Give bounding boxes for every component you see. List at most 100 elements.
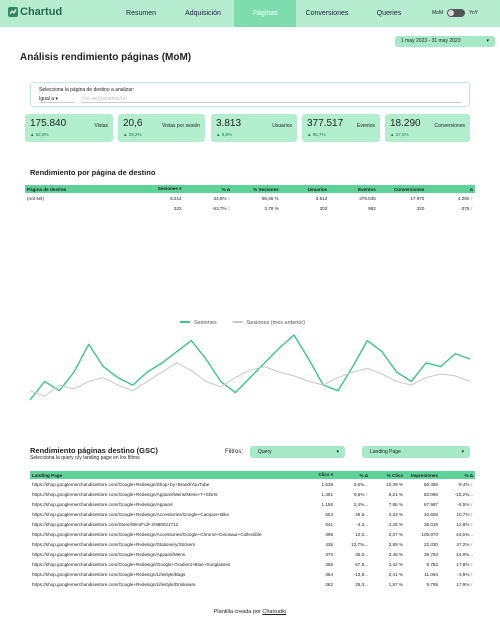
table-cell: 2,42 % — [388, 561, 403, 567]
column-header[interactable]: Eventos — [329, 185, 378, 193]
column-header[interactable]: Clics ▾ — [300, 471, 335, 479]
filter-operator[interactable]: Igual a ▾ — [39, 96, 75, 103]
table-cell: (not set) — [27, 195, 44, 201]
logo[interactable]: Chartud — [8, 6, 62, 18]
column-header[interactable]: Impresiones — [405, 471, 440, 479]
table-cell: https://shop.googlemerchandisestore.com/… — [32, 491, 218, 497]
table-cell: 96,45 % — [261, 195, 279, 201]
table-cell: 12,7%... — [351, 541, 368, 547]
kpi-change: ▲ 29,2% — [123, 132, 142, 137]
nav-item[interactable]: Queries — [376, 10, 402, 17]
section-subtitle: Selecciona la query o/y landing page en … — [30, 455, 140, 461]
dropdown-text: Query — [258, 449, 272, 455]
table-row: https://shop.googlemerchandisestore.com/… — [30, 479, 475, 489]
toggle-right: YoY — [469, 10, 479, 16]
table-cell: 5.782 — [426, 561, 439, 567]
table-cell: 982 — [368, 205, 376, 211]
table-cell: 35,0... — [355, 551, 368, 557]
table-wrap: Página de destino Sesiones ▾% Δ% Sesiones… — [25, 185, 475, 213]
table-cell: 364 — [325, 571, 333, 577]
table-cell: 12,8% ↑ — [456, 521, 473, 527]
switch[interactable] — [447, 9, 466, 17]
kpi-value: 20,6 — [123, 118, 143, 129]
table-cell: 4.260 ↑ — [457, 195, 473, 201]
column-header[interactable]: % Δ — [440, 471, 475, 479]
column-header[interactable]: Sesiones ▾ — [135, 185, 184, 193]
table-row: https://shop.googlemerchandisestore.com/… — [30, 519, 475, 529]
table-cell: 24,8%... — [456, 551, 473, 557]
kpi-value: 175.840 — [30, 118, 67, 129]
table-cell: https://shop.googlemerchandisestore.com/… — [32, 551, 186, 557]
nav-item[interactable]: Páginas — [234, 0, 296, 27]
column-header[interactable]: % Δ — [335, 471, 370, 479]
toggle-left: MoM — [432, 10, 444, 16]
kpi-label: Vistas — [94, 123, 108, 129]
kpi-card: 175.840 ▲ 62,6% Vistas — [25, 114, 113, 142]
kpi-card: 20,6 ▲ 29,2% Vistas por sesión — [118, 114, 205, 142]
table-cell: 2,41 % — [388, 571, 403, 577]
column-header: Página de destino — [25, 185, 135, 193]
dropdown-text: Landing Page — [370, 449, 401, 455]
table-cell: https://shop.googlemerchandisestore.com/… — [32, 561, 231, 567]
column-header[interactable]: Usuarios — [280, 185, 330, 193]
table-cell: 10.608 — [423, 511, 438, 517]
kpi-change: ▲ 85,7% — [307, 132, 326, 137]
filter-label: Selecciona la página de destino a analiz… — [39, 87, 135, 93]
footer-link[interactable]: Chartudio — [262, 609, 287, 615]
table-cell: https://shop.googlemerchandisestore.com/… — [32, 581, 196, 587]
table-cell: -9,4% ↑ — [457, 481, 473, 487]
kpi-label: Usuarios — [272, 123, 292, 129]
table-row: https://shop.googlemerchandisestore.com/… — [30, 529, 475, 539]
gsc-table: Landing Page Clics ▾% Δ% Clics Impresiones… — [30, 471, 475, 589]
table-cell: 654 — [325, 511, 333, 517]
series-line — [29, 362, 471, 397]
caret: ▾ — [486, 38, 489, 44]
table-cell: 4,28 % — [388, 521, 403, 527]
table-cell: -13,8... — [353, 571, 368, 577]
table-row: https://shop.googlemerchandisestore.com/… — [30, 489, 475, 499]
table-cell: 39.763 — [423, 551, 438, 557]
kpi-change: ▲ 8,8% — [216, 132, 232, 137]
table-cell: 25,3... — [355, 581, 368, 587]
caret: ▾ — [336, 449, 339, 455]
column-header[interactable]: % Sesiones — [232, 185, 281, 193]
table-cell: 44,5%... — [456, 531, 473, 537]
filter-input[interactable]: (not set)/usuarios/url — [81, 96, 461, 103]
table-row: https://shop.googlemerchandisestore.com/… — [30, 549, 475, 559]
table-cell: 105.070 — [421, 531, 438, 537]
footer: Plantilla creada por Chartudio — [0, 609, 500, 615]
date-range[interactable]: 1 may 2023 - 31 may 2023 ▾ — [395, 36, 495, 47]
nav-item[interactable]: Conversiones — [305, 10, 349, 17]
filter-box: Selecciona la página de destino a analiz… — [30, 82, 470, 107]
table-cell: 60.358 — [423, 481, 438, 487]
header: Chartud Resumen Adquisición Páginas Convers… — [0, 0, 500, 27]
landing-filter[interactable]: Landing Page ▾ — [362, 446, 470, 458]
series-line — [29, 334, 471, 401]
kpi-card: 3.813 ▲ 8,8% Usuarios — [211, 114, 297, 142]
section-title: Rendimiento por página de destino — [30, 168, 156, 177]
table-cell: 9,21 % — [388, 491, 403, 497]
column-header[interactable]: Δ — [426, 185, 475, 193]
table-row: https://shop.googlemerchandisestore.com/… — [30, 569, 475, 579]
table-cell: 67.987 — [423, 501, 438, 507]
section-title: Rendimiento páginas destino (GSC) — [30, 446, 158, 455]
toggle[interactable]: MoM YoY — [432, 9, 478, 17]
legend-label: Sesiones (mes anterior) — [247, 320, 306, 326]
nav-item[interactable]: Resumen — [126, 10, 156, 17]
logo-icon — [8, 7, 18, 17]
column-header[interactable]: % Δ — [183, 185, 233, 193]
table-cell: 0,6%... — [353, 481, 368, 487]
query-filter[interactable]: Query ▾ — [250, 446, 345, 458]
table-cell: 376.535 — [359, 195, 376, 201]
legend-label: Sesiones — [194, 320, 217, 326]
table-cell: 10,7% ↑ — [456, 511, 473, 517]
nav-item[interactable]: Adquisición — [185, 10, 221, 17]
table-cell: 370 — [325, 551, 333, 557]
header-row: Landing Page Clics ▾% Δ% Clics Impresiones… — [30, 471, 475, 479]
column-header[interactable]: Conversiones — [377, 185, 427, 193]
table-cell: 2,46 % — [388, 551, 403, 557]
table-cell: 46,6... — [355, 511, 368, 517]
operator-text: Igual a — [39, 96, 55, 102]
table-row: https://shop.googlemerchandisestore.com/… — [30, 539, 475, 549]
column-header[interactable]: % Clics — [370, 471, 405, 479]
